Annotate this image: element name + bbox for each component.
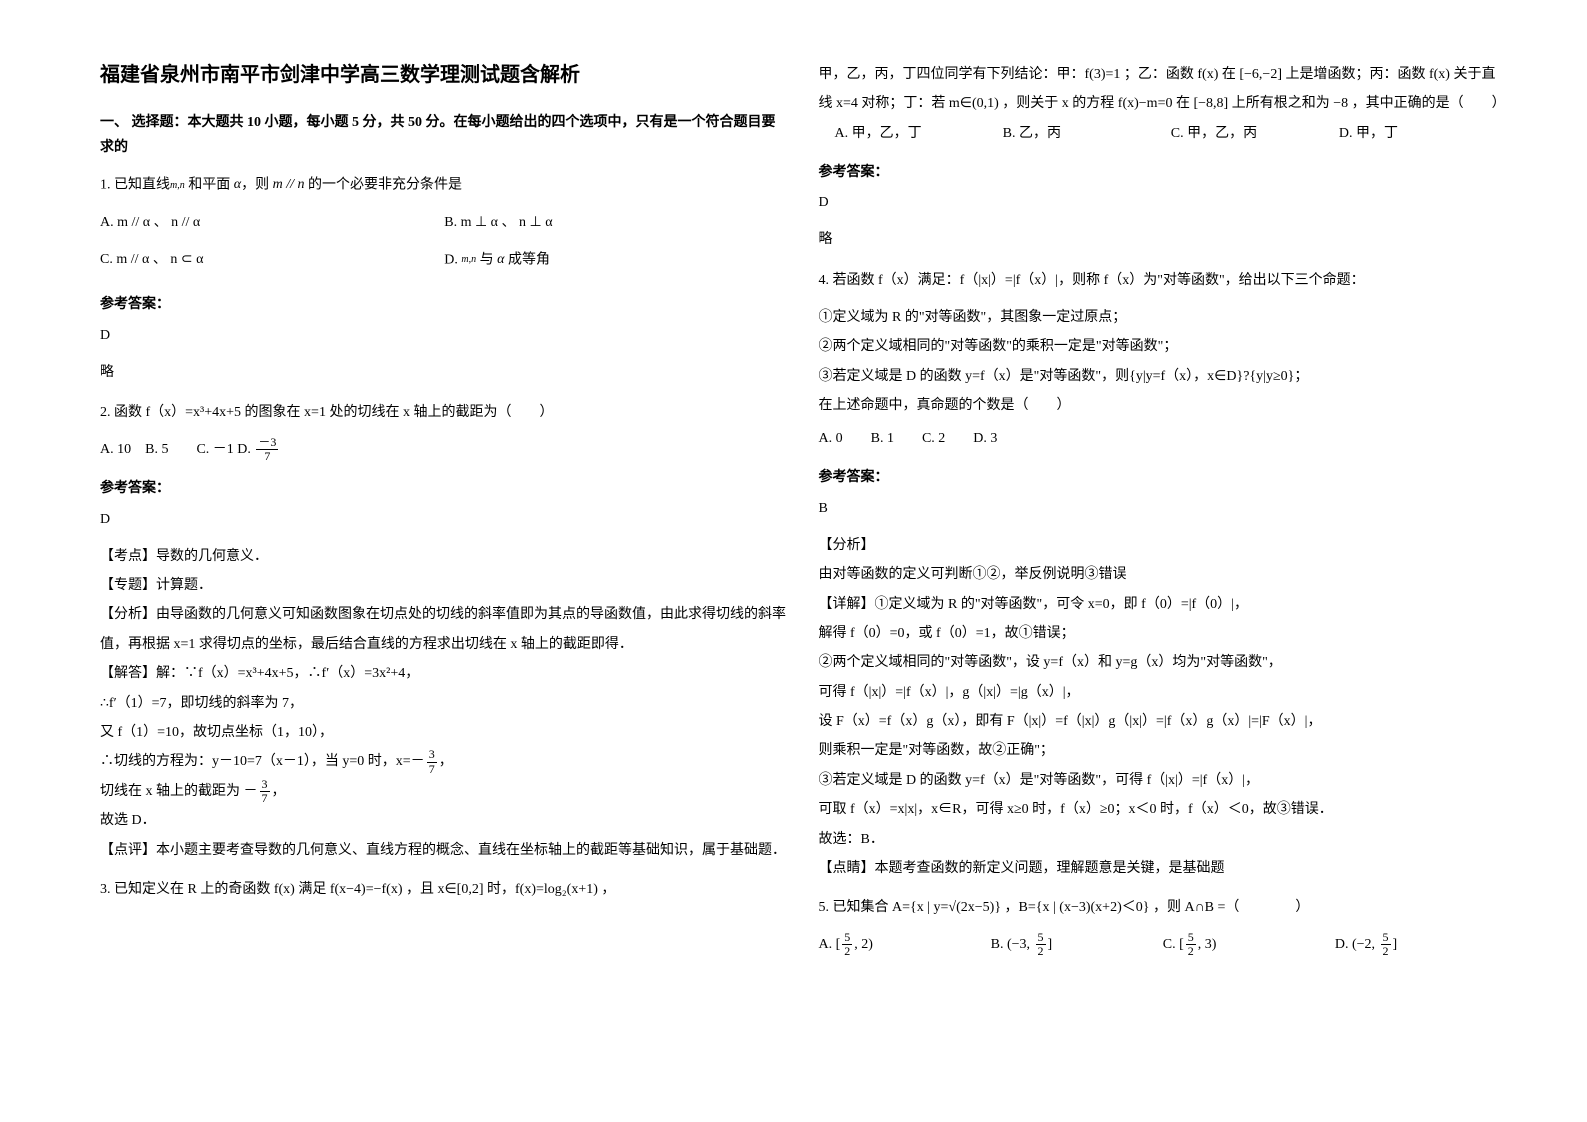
q4-l8: 则乘积一定是"对等函数，故②正确"； <box>819 736 1508 765</box>
q2-l7-frac: 37 <box>427 748 437 775</box>
q3-options: A. 甲，乙，丁 B. 乙，丙 C. 甲，乙，丙 D. 甲，丁 <box>835 119 1508 150</box>
q3-answer-label: 参考答案： <box>819 158 1508 189</box>
left-column: 福建省泉州市南平市剑津中学高三数学理测试题含解析 一、 选择题：本大题共 10 … <box>100 60 819 1082</box>
q1-optC: C. m // α 、 n ⊂ α <box>100 245 444 276</box>
q2-opt-d-frac: －37 <box>256 436 278 463</box>
q2-l2: 【专题】计算题． <box>100 571 789 600</box>
q1-stem-mid2: ，则 <box>241 178 273 193</box>
q4-p3: ③若定义域是 D 的函数 y=f（x）是"对等函数"，则{y|y=f（x），x∈… <box>819 362 1508 391</box>
question-5-stem: 5. 已知集合 A={x | y=√(2x−5)} ，B={x | (x−3)(… <box>819 893 1508 924</box>
q2-opts-text: A. 10 B. 5 C. －1 D. <box>100 442 251 457</box>
document-title: 福建省泉州市南平市剑津中学高三数学理测试题含解析 <box>100 60 789 90</box>
q5-D-frac: 52 <box>1381 931 1391 958</box>
q4-options: A. 0 B. 1 C. 2 D. 3 <box>819 424 1508 455</box>
q1-alpha: α <box>234 170 241 201</box>
q5-A-suf: , 2) <box>854 937 873 952</box>
q2-l8: 切线在 x 轴上的截距为 －37， <box>100 777 789 806</box>
q1-stem-mid1: 和平面 <box>185 178 234 193</box>
q1-optB: B. m ⊥ α 、 n ⊥ α <box>444 208 788 239</box>
q5-C-pre: C. [ <box>1163 937 1184 952</box>
q2-l1: 【考点】导数的几何意义． <box>100 542 789 571</box>
q1-stem-prefix: 1. 已知直线 <box>100 178 170 193</box>
q5-D-suf: ] <box>1393 937 1398 952</box>
q3-optD: D. 甲，丁 <box>1339 119 1507 150</box>
q4-l11: 故选：B． <box>819 825 1508 854</box>
question-3-stem: 3. 已知定义在 R 上的奇函数 f(x) 满足 f(x−4)=−f(x) ，且… <box>100 875 789 906</box>
q1-options: A. m // α 、 n // α B. m ⊥ α 、 n ⊥ α C. m… <box>100 208 789 282</box>
q4-p2: ②两个定义域相同的"对等函数"的乘积一定是"对等函数"； <box>819 332 1508 361</box>
q4-l5: ②两个定义域相同的"对等函数"，设 y=f（x）和 y=g（x）均为"对等函数"… <box>819 648 1508 677</box>
q5-A-frac: 52 <box>842 931 852 958</box>
q3-optC: C. 甲，乙，丙 <box>1171 119 1339 150</box>
q2-l7: ∴切线的方程为：y－10=7（x－1），当 y=0 时，x=－37， <box>100 747 789 776</box>
q2-l8-frac: 37 <box>260 778 270 805</box>
q5-C-suf: , 3) <box>1198 937 1217 952</box>
q1-stem-suffix: 的一个必要非充分条件是 <box>304 178 462 193</box>
q1-optD-pre: D. <box>444 252 461 267</box>
q2-l8-suf: ， <box>272 784 286 799</box>
q5-C-frac: 52 <box>1186 931 1196 958</box>
q5-B-suf: ] <box>1048 937 1053 952</box>
q5-B-pre: B. (−3, <box>991 937 1034 952</box>
q2-l10: 【点评】本小题主要考查导数的几何意义、直线方程的概念、直线在坐标轴上的截距等基础… <box>100 836 789 865</box>
q3-optA: A. 甲，乙，丁 <box>835 119 1003 150</box>
q5-options: A. [52, 2) B. (−3, 52] C. [52, 3) D. (−2… <box>819 930 1508 961</box>
q2-l4: 【解答】解：∵f（x）=x³+4x+5，∴f′（x）=3x²+4， <box>100 659 789 688</box>
q3-continued: 甲，乙，丙，丁四位同学有下列结论：甲：f(3)=1 ；乙：函数 f(x) 在 [… <box>819 60 1508 119</box>
section-1-header: 一、 选择题：本大题共 10 小题，每小题 5 分，共 50 分。在每小题给出的… <box>100 110 789 160</box>
q4-answer-label: 参考答案： <box>819 463 1508 494</box>
q1-answer-label: 参考答案： <box>100 290 789 321</box>
q1-optD-suf: 成等角 <box>504 252 550 267</box>
q5-optD: D. (−2, 52] <box>1335 930 1507 961</box>
q2-options: A. 10 B. 5 C. －1 D. －37 <box>100 435 789 466</box>
q4-l12: 【点睛】本题考查函数的新定义问题，理解题意是关键，是基础题 <box>819 854 1508 883</box>
q5-optA: A. [52, 2) <box>819 930 991 961</box>
q4-l6: 可得 f（|x|）=|f（x）|，g（|x|）=|g（x）|， <box>819 678 1508 707</box>
q3-skip: 略 <box>819 225 1508 256</box>
question-4-stem: 4. 若函数 f（x）满足：f（|x|）=|f（x）|，则称 f（x）为"对等函… <box>819 266 1508 297</box>
q4-l1: 【分析】 <box>819 531 1508 560</box>
question-2-stem: 2. 函数 f（x）=x³+4x+5 的图象在 x=1 处的切线在 x 轴上的截… <box>100 398 789 429</box>
q3-optB: B. 乙，丙 <box>1003 119 1171 150</box>
q4-l3: 【详解】①定义域为 R 的"对等函数"，可令 x=0，即 f（0）=|f（0）|… <box>819 590 1508 619</box>
q1-answer: D <box>100 321 789 352</box>
q4-p1: ①定义域为 R 的"对等函数"，其图象一定过原点； <box>819 303 1508 332</box>
question-1: 1. 已知直线m,n 和平面 α，则 m // n 的一个必要非充分条件是 <box>100 170 789 201</box>
q1-mpn: m // n <box>273 170 305 201</box>
q1-optA: A. m // α 、 n // α <box>100 208 444 239</box>
q2-l3: 【分析】由导函数的几何意义可知函数图象在切点处的切线的斜率值即为其点的导函数值，… <box>100 600 789 659</box>
q5-optB: B. (−3, 52] <box>991 930 1163 961</box>
q4-l4: 解得 f（0）=0，或 f（0）=1，故①错误； <box>819 619 1508 648</box>
q2-l6: 又 f（1）=10，故切点坐标（1，10）， <box>100 718 789 747</box>
q1-optD-mn: m,n <box>461 249 476 271</box>
q4-l9: ③若定义域是 D 的函数 y=f（x）是"对等函数"，可得 f（|x|）=|f（… <box>819 766 1508 795</box>
q2-l7-suf: ， <box>439 754 453 769</box>
right-column: 甲，乙，丙，丁四位同学有下列结论：甲：f(3)=1 ；乙：函数 f(x) 在 [… <box>819 60 1538 1082</box>
q4-answer: B <box>819 494 1508 525</box>
q3-answer: D <box>819 188 1508 219</box>
q1-optD: D. m,n 与 α 成等角 <box>444 245 788 276</box>
q1-mn: m,n <box>170 175 185 197</box>
q5-A-pre: A. [ <box>819 937 841 952</box>
q4-tail: 在上述命题中，真命题的个数是（ ） <box>819 391 1508 420</box>
q2-l9: 故选 D． <box>100 806 789 835</box>
q1-optD-mid: 与 <box>476 252 497 267</box>
q2-l5: ∴f′（1）=7，即切线的斜率为 7， <box>100 689 789 718</box>
q5-D-pre: D. (−2, <box>1335 937 1379 952</box>
q4-l2: 由对等函数的定义可判断①②，举反例说明③错误 <box>819 560 1508 589</box>
q5-optC: C. [52, 3) <box>1163 930 1335 961</box>
q1-skip: 略 <box>100 358 789 389</box>
q2-answer: D <box>100 505 789 536</box>
q2-answer-label: 参考答案： <box>100 474 789 505</box>
q4-l7: 设 F（x）=f（x）g（x），即有 F（|x|）=f（|x|）g（|x|）=|… <box>819 707 1508 736</box>
q4-l10: 可取 f（x）=x|x|，x∈R，可得 x≥0 时，f（x）≥0；x＜0 时，f… <box>819 795 1508 824</box>
q2-l8-pre: 切线在 x 轴上的截距为 － <box>100 784 258 799</box>
q5-B-frac: 52 <box>1036 931 1046 958</box>
q2-l7-pre: ∴切线的方程为：y－10=7（x－1），当 y=0 时，x=－ <box>100 754 425 769</box>
